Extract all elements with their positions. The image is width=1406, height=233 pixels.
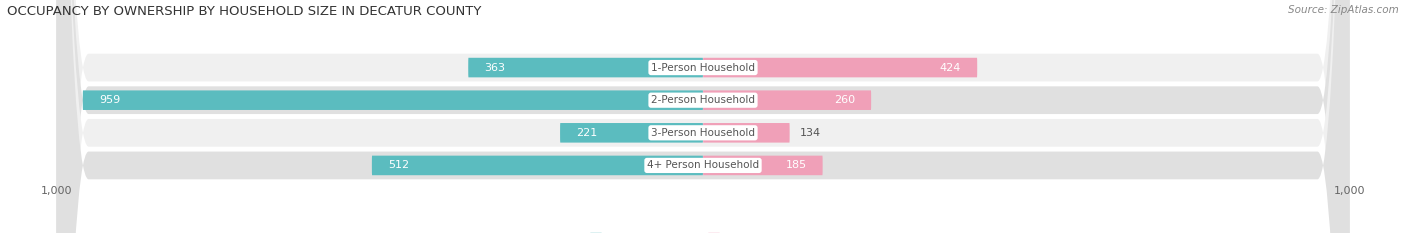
FancyBboxPatch shape bbox=[56, 0, 1350, 233]
FancyBboxPatch shape bbox=[703, 123, 790, 143]
Text: OCCUPANCY BY OWNERSHIP BY HOUSEHOLD SIZE IN DECATUR COUNTY: OCCUPANCY BY OWNERSHIP BY HOUSEHOLD SIZE… bbox=[7, 5, 481, 18]
FancyBboxPatch shape bbox=[56, 0, 1350, 233]
Legend: Owner-occupied, Renter-occupied: Owner-occupied, Renter-occupied bbox=[586, 229, 820, 233]
FancyBboxPatch shape bbox=[371, 156, 703, 175]
FancyBboxPatch shape bbox=[703, 156, 823, 175]
FancyBboxPatch shape bbox=[468, 58, 703, 77]
Text: 260: 260 bbox=[834, 95, 855, 105]
Text: 3-Person Household: 3-Person Household bbox=[651, 128, 755, 138]
Text: 959: 959 bbox=[98, 95, 120, 105]
Text: 134: 134 bbox=[800, 128, 821, 138]
FancyBboxPatch shape bbox=[56, 0, 1350, 233]
FancyBboxPatch shape bbox=[560, 123, 703, 143]
Text: 1-Person Household: 1-Person Household bbox=[651, 63, 755, 72]
Text: 221: 221 bbox=[576, 128, 598, 138]
Text: 424: 424 bbox=[939, 63, 962, 72]
FancyBboxPatch shape bbox=[703, 58, 977, 77]
FancyBboxPatch shape bbox=[83, 90, 703, 110]
Text: 185: 185 bbox=[786, 161, 807, 170]
Text: 4+ Person Household: 4+ Person Household bbox=[647, 161, 759, 170]
Text: 2-Person Household: 2-Person Household bbox=[651, 95, 755, 105]
FancyBboxPatch shape bbox=[703, 90, 872, 110]
Text: Source: ZipAtlas.com: Source: ZipAtlas.com bbox=[1288, 5, 1399, 15]
FancyBboxPatch shape bbox=[56, 0, 1350, 233]
Text: 363: 363 bbox=[485, 63, 505, 72]
Text: 512: 512 bbox=[388, 161, 409, 170]
